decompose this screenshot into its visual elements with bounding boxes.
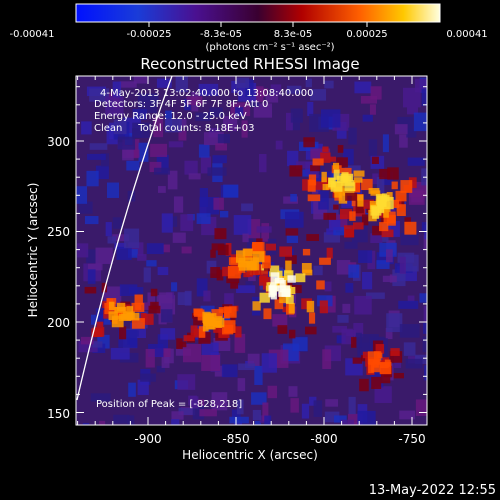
y-axis-label: Heliocentric Y (arcsec)	[26, 183, 40, 318]
bright-source	[176, 304, 242, 350]
y-tick-label: 200	[47, 316, 70, 330]
x-tick-label: -750	[398, 432, 425, 446]
x-tick-label: -800	[310, 432, 337, 446]
x-tick-label: -850	[222, 432, 249, 446]
footer-date: 13-May-2022 12:55	[369, 483, 496, 498]
y-tick-label: 150	[47, 407, 70, 421]
y-tick-label: 300	[47, 135, 70, 149]
x-axis-label: Heliocentric X (arcsec)	[182, 448, 318, 462]
rhessi-image	[75, 75, 428, 426]
colorbar-tick-label: -8.3e-05	[200, 29, 242, 40]
colorbar-tick-label: 8.3e-05	[274, 29, 312, 40]
bright-source	[84, 282, 161, 340]
colorbar-tick-label: -0.00025	[127, 29, 172, 40]
bright-source	[340, 167, 417, 238]
peak-position: Position of Peak = [-828,218]	[96, 399, 242, 410]
observation-info: 4-May-2013 13:02:40.000 to 13:08:40.000 …	[94, 88, 313, 134]
y-tick-label: 250	[47, 225, 70, 239]
bright-source	[351, 337, 404, 392]
energy-range: Energy Range: 12.0 - 25.0 keV	[94, 111, 247, 122]
colorbar-tick-label: -0.00041	[10, 29, 55, 40]
x-tick-label: -900	[134, 432, 161, 446]
axes	[76, 76, 427, 425]
bright-source	[289, 137, 390, 223]
detectors-info: Detectors: 3F 4F 5F 6F 7F 8F, Att 0	[94, 99, 268, 110]
algorithm-info: Clean Total counts: 8.18E+03	[94, 123, 254, 134]
colorbar-tick-label: 0.00025	[346, 29, 387, 40]
colorbar-units: (photons cm⁻² s⁻¹ asec⁻²)	[205, 42, 334, 53]
colorbar-tick-label: 0.00041	[446, 29, 487, 40]
colorbar: -0.00041 -0.00025 -8.3e-05 8.3e-05 0.000…	[10, 3, 488, 53]
plot-title: Reconstructed RHESSI Image	[140, 55, 359, 73]
solar-limb-line	[76, 76, 173, 401]
time-range: 4-May-2013 13:02:40.000 to 13:08:40.000	[100, 88, 313, 99]
bright-source	[210, 228, 277, 289]
